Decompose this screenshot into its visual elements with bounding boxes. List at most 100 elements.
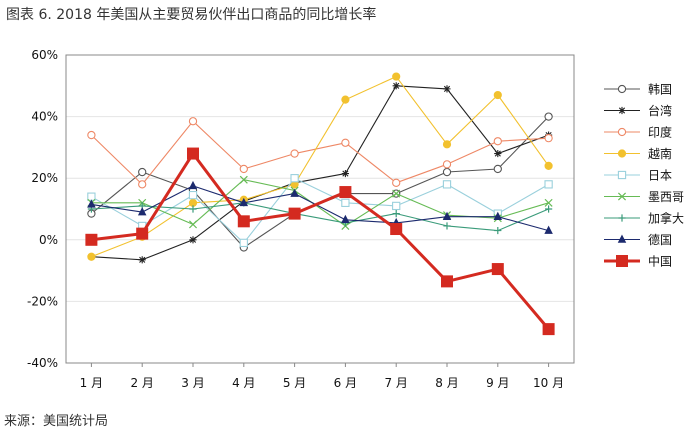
data-point bbox=[339, 186, 352, 199]
data-point bbox=[188, 180, 198, 190]
data-point bbox=[493, 137, 502, 146]
data-point bbox=[87, 192, 96, 201]
legend-item: 中国 bbox=[604, 254, 672, 269]
legend-item: 日本 bbox=[604, 169, 672, 183]
data-point bbox=[442, 167, 452, 177]
y-tick-label: 0% bbox=[39, 233, 58, 247]
legend-label: 越南 bbox=[648, 146, 672, 161]
data-point bbox=[341, 169, 349, 178]
data-point bbox=[187, 147, 199, 160]
data-point bbox=[616, 255, 628, 267]
data-point bbox=[87, 252, 96, 261]
data-point bbox=[188, 117, 198, 126]
series-line bbox=[91, 177, 549, 244]
data-point bbox=[544, 134, 553, 143]
data-point bbox=[443, 222, 451, 230]
data-point bbox=[138, 180, 147, 189]
data-point bbox=[87, 199, 96, 208]
legend-label: 墨西哥 bbox=[648, 190, 684, 204]
chart-title: 图表 6. 2018 年美国从主要贸易伙伴出口商品的同比增长率 bbox=[6, 7, 377, 23]
data-point bbox=[288, 207, 301, 220]
data-point bbox=[617, 127, 627, 137]
legend-item: 加拿大 bbox=[604, 211, 684, 226]
x-tick-label: 8 月 bbox=[435, 376, 458, 390]
data-point bbox=[188, 220, 198, 229]
data-point bbox=[494, 149, 502, 158]
data-point bbox=[544, 180, 553, 189]
x-tick-label: 6 月 bbox=[334, 376, 357, 390]
data-point bbox=[392, 210, 400, 218]
data-point bbox=[443, 85, 451, 93]
data-point bbox=[392, 82, 400, 90]
data-point bbox=[442, 140, 452, 149]
data-point bbox=[239, 164, 248, 174]
data-point bbox=[189, 205, 197, 213]
y-tick-label: -20% bbox=[27, 294, 58, 308]
data-point bbox=[442, 160, 452, 169]
legend-label: 日本 bbox=[648, 169, 672, 183]
series-印度 bbox=[87, 117, 553, 189]
data-point bbox=[290, 149, 299, 158]
data-point bbox=[290, 174, 299, 183]
legend-label: 中国 bbox=[648, 254, 672, 269]
data-point bbox=[494, 226, 502, 235]
data-point bbox=[544, 225, 553, 234]
data-point bbox=[341, 95, 350, 104]
data-point bbox=[87, 130, 96, 140]
legend-label: 加拿大 bbox=[648, 211, 684, 226]
x-tick-label: 7 月 bbox=[384, 376, 407, 390]
data-point bbox=[617, 84, 627, 94]
plot-frame bbox=[65, 54, 575, 364]
data-point bbox=[392, 72, 401, 81]
data-point bbox=[239, 175, 248, 184]
data-point bbox=[617, 192, 627, 201]
data-point bbox=[136, 227, 149, 240]
data-point bbox=[341, 138, 350, 147]
legend-label: 印度 bbox=[648, 125, 672, 140]
x-tick-label: 1 月 bbox=[80, 376, 103, 390]
legend-label: 韩国 bbox=[648, 82, 672, 97]
data-point bbox=[392, 201, 401, 211]
x-tick-label: 3 月 bbox=[181, 376, 204, 390]
series-line bbox=[91, 85, 549, 261]
y-axis: -40% -20% 0% 20% 40% 60% bbox=[27, 48, 58, 370]
data-point bbox=[618, 106, 626, 115]
legend-label: 德国 bbox=[648, 232, 672, 247]
y-tick-label: 40% bbox=[31, 110, 58, 124]
series-line bbox=[91, 116, 549, 249]
data-point bbox=[341, 214, 350, 224]
legend-label: 台湾 bbox=[648, 103, 672, 118]
legend-item: 墨西哥 bbox=[604, 190, 684, 204]
data-point bbox=[390, 223, 403, 236]
legend-item: 德国 bbox=[604, 232, 672, 247]
series-line bbox=[91, 120, 549, 185]
data-point bbox=[493, 211, 503, 220]
data-point bbox=[493, 164, 502, 174]
series-line bbox=[91, 202, 549, 232]
data-point bbox=[188, 198, 198, 207]
data-point bbox=[138, 256, 146, 264]
x-tick-label: 5 月 bbox=[283, 376, 306, 390]
data-point bbox=[239, 197, 249, 207]
series-line bbox=[91, 152, 550, 331]
data-point bbox=[189, 236, 197, 244]
data-point bbox=[491, 263, 504, 276]
source-note: 来源：美国统计局 bbox=[4, 414, 109, 429]
data-point bbox=[138, 167, 147, 177]
x-axis: 1 月 2 月 3 月 4 月 5 月 6 月 7 月 8 月 9 月 10 月 bbox=[80, 363, 564, 390]
data-point bbox=[545, 205, 553, 213]
data-point bbox=[441, 275, 453, 288]
data-point bbox=[188, 190, 198, 200]
y-tick-label: -40% bbox=[27, 356, 58, 370]
data-point bbox=[392, 178, 401, 187]
x-tick-label: 2 月 bbox=[130, 376, 153, 390]
data-point bbox=[617, 234, 627, 243]
series-中国 bbox=[85, 147, 555, 336]
series-越南 bbox=[87, 72, 553, 261]
series-line bbox=[91, 76, 550, 258]
x-tick-label: 10 月 bbox=[533, 376, 564, 390]
data-point bbox=[617, 149, 627, 158]
legend-item: 印度 bbox=[604, 125, 672, 140]
